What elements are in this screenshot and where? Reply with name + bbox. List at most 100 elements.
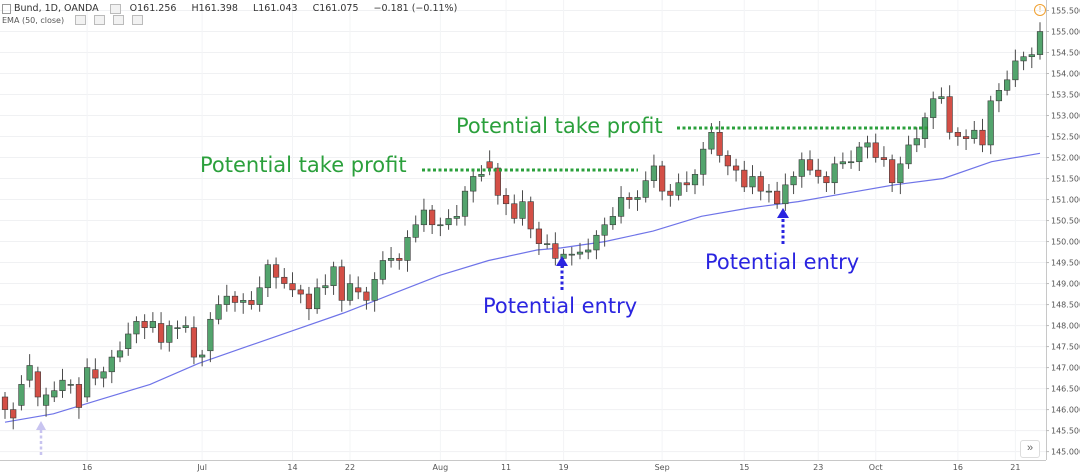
candle-down: [248, 300, 255, 305]
candle-up: [782, 184, 789, 205]
candle-down: [429, 209, 436, 226]
candle-up: [798, 159, 805, 177]
price-tick-label: 153.500: [1051, 91, 1080, 100]
entry-label-1: Potential entry: [483, 294, 638, 318]
candle-up: [609, 216, 616, 226]
candle-down: [724, 155, 731, 167]
candles-group: [1, 22, 1044, 430]
candle-down: [979, 129, 986, 146]
indicator-visibility-button[interactable]: [74, 15, 86, 25]
candle-up: [420, 209, 428, 226]
candle-down: [732, 165, 740, 171]
price-tick-label: 147.000: [1051, 364, 1080, 373]
candle-down: [502, 195, 510, 205]
candle-up: [790, 176, 797, 186]
candle-up: [650, 165, 658, 181]
take-profit-label-2: Potential take profit: [456, 114, 663, 138]
candle-down: [954, 132, 961, 137]
candle-up: [544, 243, 551, 245]
chart-symbol-icon[interactable]: [2, 3, 11, 14]
ema-line-group: [4, 152, 1041, 423]
candle-up: [847, 161, 855, 164]
candle-up: [223, 295, 230, 305]
indicator-more-button[interactable]: [131, 15, 143, 25]
indicator-remove-button[interactable]: [112, 15, 124, 25]
price-tick-label: 148.000: [1051, 322, 1080, 331]
candle-up: [1012, 60, 1019, 81]
candle-up: [576, 251, 584, 255]
open-value: O161.256: [129, 3, 177, 14]
candle-down: [355, 287, 362, 293]
indicator-legend: EMA (50, close): [2, 15, 149, 25]
candle-up: [387, 258, 395, 261]
change-value: −0.181 (−0.11%): [373, 3, 458, 14]
candle-down: [774, 190, 781, 205]
alert-clock-icon[interactable]: !: [1034, 4, 1046, 16]
candle-up: [478, 174, 485, 177]
candle-up: [749, 176, 756, 188]
ema-line: [4, 152, 1041, 423]
low-value: L161.043: [252, 3, 298, 14]
candle-down: [363, 291, 370, 301]
candle-up: [905, 144, 912, 165]
candle-up: [116, 350, 124, 358]
symbol-name: Bund, 1D, OANDA: [14, 3, 99, 14]
candle-up: [67, 384, 74, 386]
price-tick-label: 151.000: [1051, 196, 1080, 205]
price-tick-label: 145.000: [1051, 448, 1080, 457]
price-tick-label: 148.500: [1051, 301, 1080, 310]
candle-up: [264, 264, 271, 289]
candle-down: [494, 167, 501, 196]
price-tick-label: 147.500: [1051, 343, 1080, 352]
candle-up: [149, 321, 156, 328]
candle-up: [42, 394, 50, 406]
price-tick-label: 152.500: [1051, 133, 1080, 142]
candle-up: [215, 304, 222, 320]
candle-down: [92, 369, 99, 379]
candle-up: [519, 201, 526, 219]
take-profit-label-1: Potential take profit: [200, 153, 407, 177]
price-tick-label: 149.000: [1051, 280, 1080, 289]
time-tick-label: 16: [82, 463, 92, 472]
candle-down: [10, 409, 17, 419]
candle-up: [864, 142, 871, 148]
candle-up: [897, 163, 904, 184]
close-value: C161.075: [312, 3, 359, 14]
candle-down: [396, 258, 403, 261]
price-tick-label: 154.500: [1051, 49, 1080, 58]
candle-down: [141, 321, 148, 328]
high-value: H161.398: [191, 3, 238, 14]
candle-up: [470, 176, 477, 192]
candle-up: [51, 390, 58, 398]
candle-down: [34, 371, 41, 398]
collapse-button[interactable]: [109, 3, 121, 14]
time-tick-label: 14: [287, 463, 297, 472]
candle-down: [815, 169, 822, 177]
candle-down: [946, 96, 953, 133]
entry-label-2: Potential entry: [705, 250, 860, 274]
candle-down: [683, 182, 690, 186]
price-tick-label: 155.500: [1051, 7, 1080, 16]
candle-up: [207, 318, 214, 352]
candle-up: [617, 197, 625, 217]
candle-down: [667, 190, 674, 196]
candle-down: [880, 157, 888, 160]
candle-up: [856, 146, 863, 163]
candle-down: [157, 323, 165, 343]
indicator-settings-button[interactable]: [93, 15, 105, 25]
time-tick-label: 19: [558, 463, 568, 472]
candle-down: [823, 176, 830, 184]
time-tick-label: 21: [1010, 463, 1020, 472]
candle-up: [593, 234, 600, 251]
candle-up: [166, 325, 173, 343]
candle-up: [930, 98, 937, 118]
candle-up: [371, 279, 378, 301]
candle-up: [708, 132, 715, 150]
candle-down: [626, 197, 633, 200]
time-tick-label: Oct: [869, 463, 883, 472]
time-tick-label: 11: [501, 463, 511, 472]
scroll-right-icon[interactable]: »: [1020, 440, 1040, 458]
